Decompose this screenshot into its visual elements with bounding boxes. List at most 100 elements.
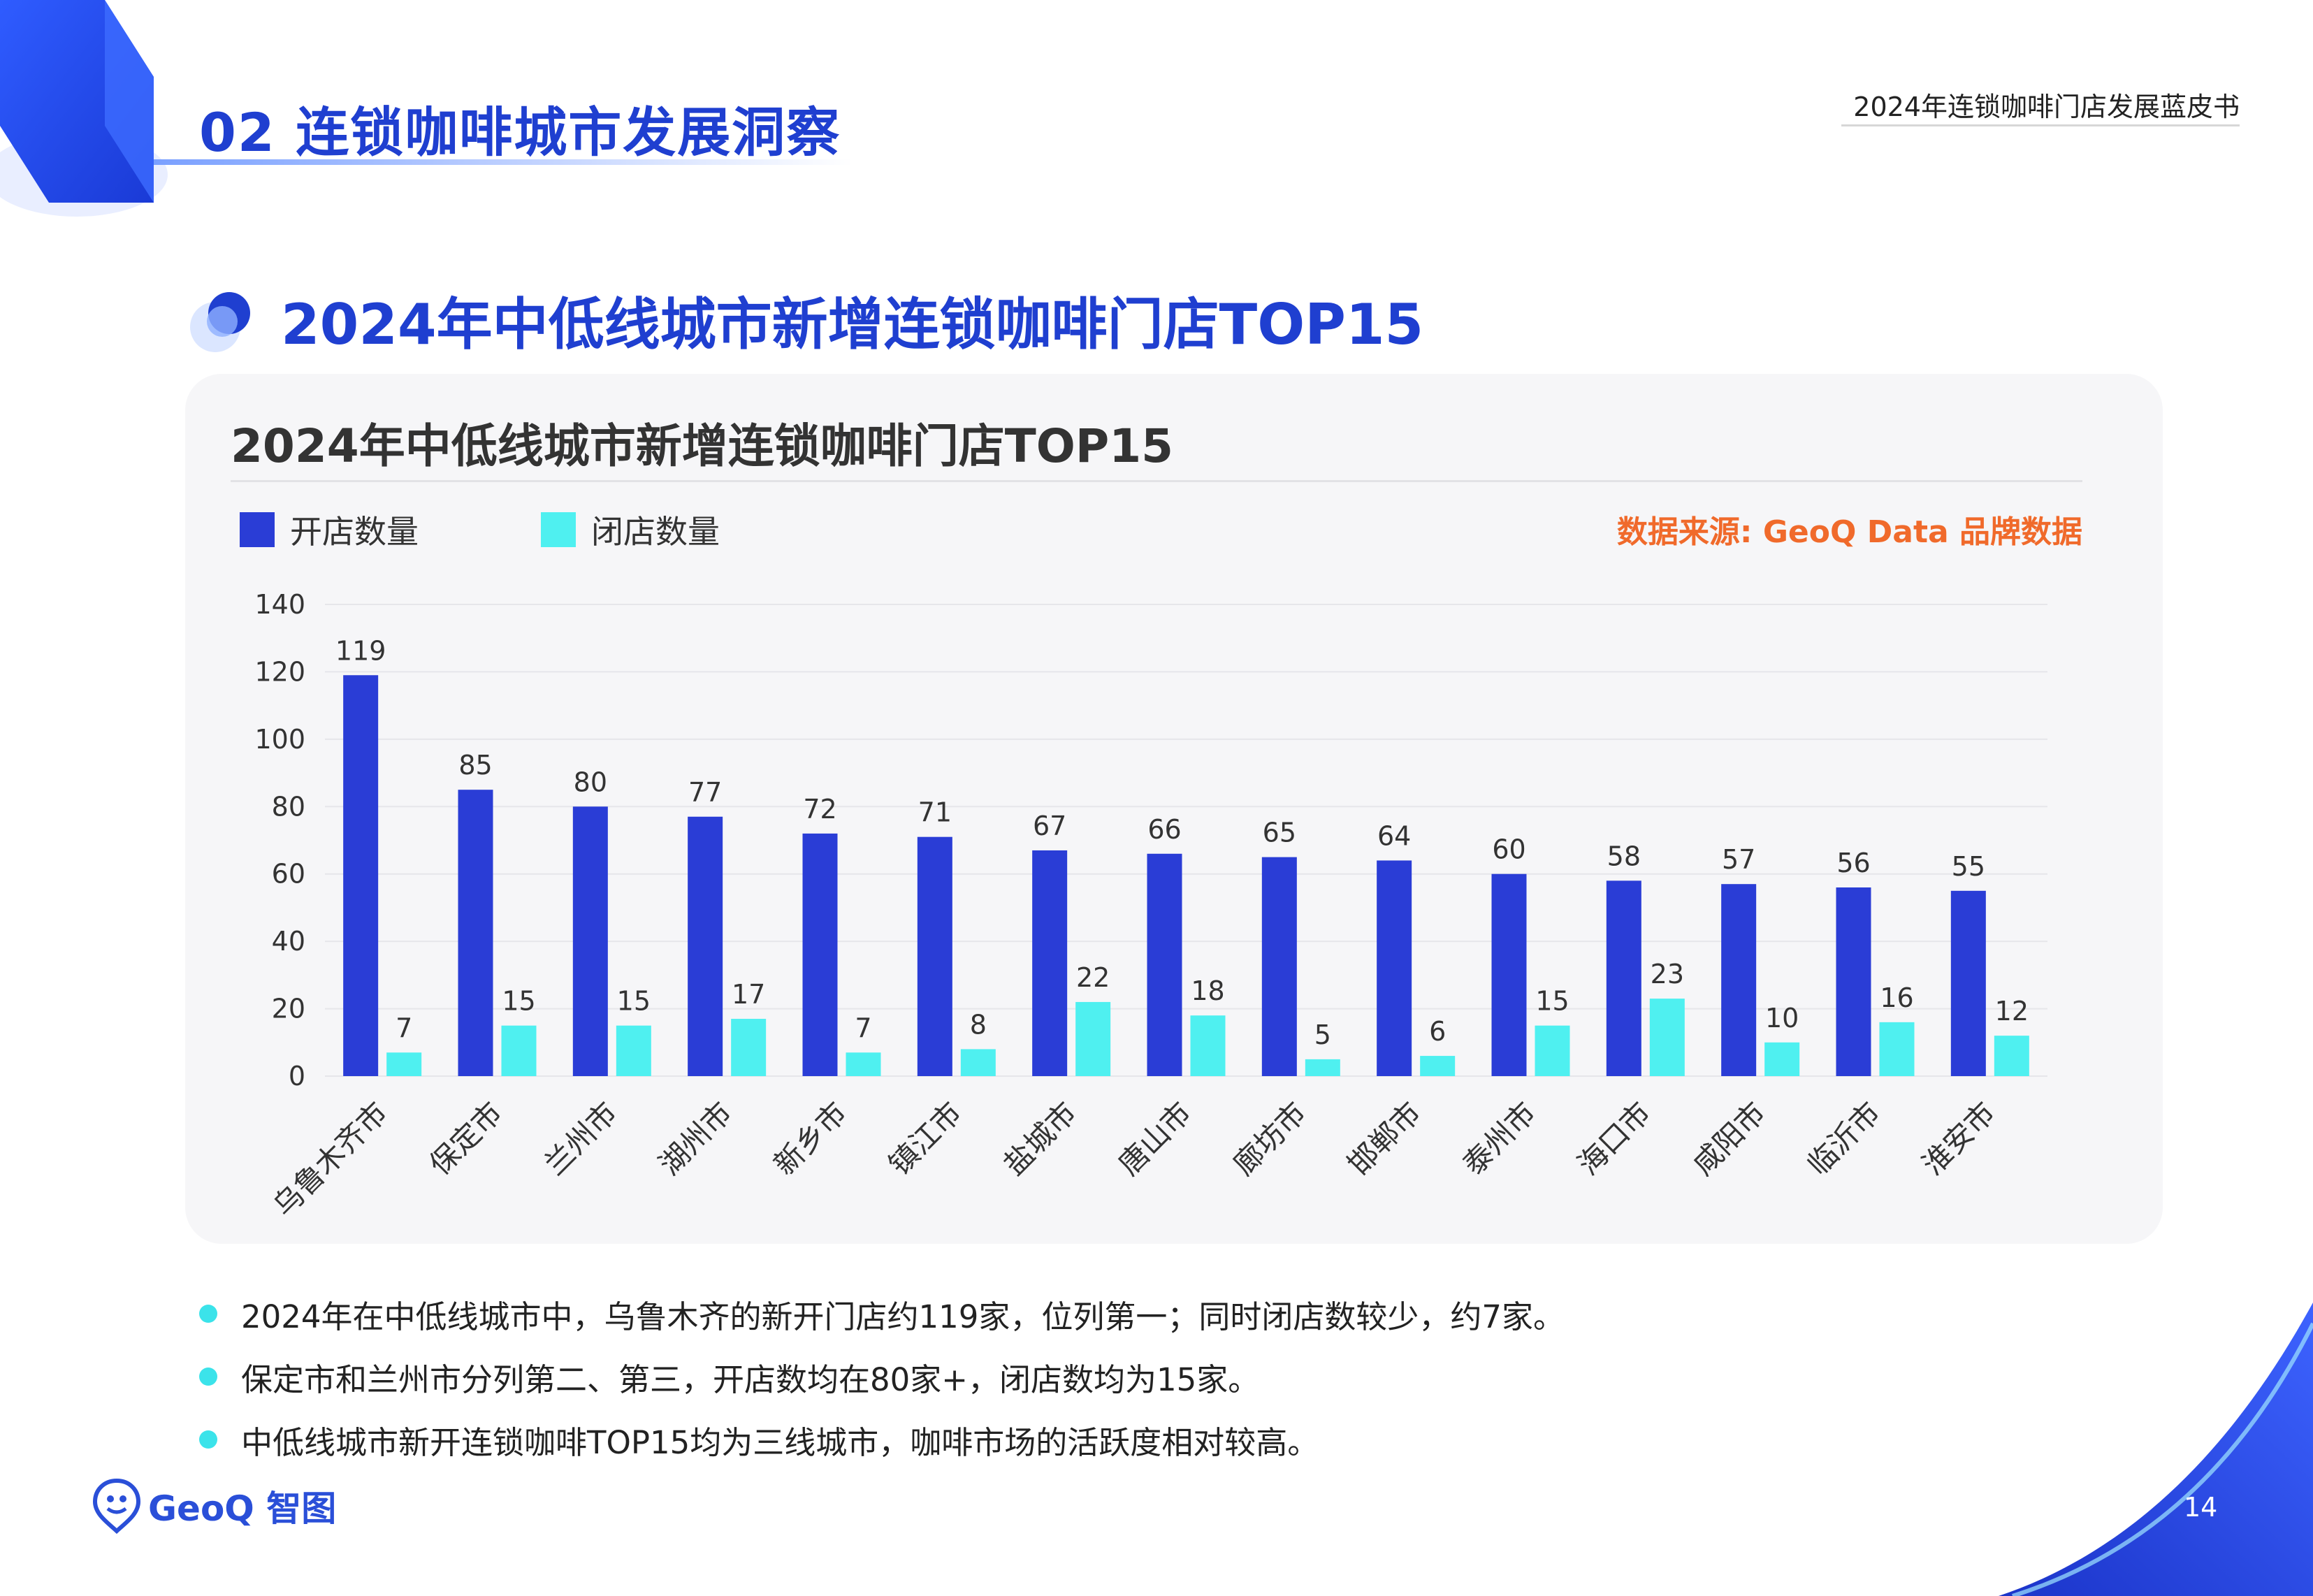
subtitle: 2024年中低线城市新增连锁咖啡门店TOP15 <box>281 292 1424 357</box>
bar-open <box>458 790 493 1076</box>
x-tick-label: 廊坊市 <box>1226 1095 1313 1182</box>
y-tick-label: 60 <box>272 859 305 890</box>
x-tick-label: 盐城市 <box>996 1095 1083 1182</box>
x-tick-label: 唐山市 <box>1112 1095 1198 1182</box>
bullet-dot-icon <box>199 1305 217 1323</box>
legend-label-close: 闭店数量 <box>591 513 720 551</box>
bar-close <box>1764 1042 1800 1076</box>
data-label-close: 16 <box>1880 982 1913 1013</box>
corner-swoosh-decoration <box>1999 1303 2313 1596</box>
x-tick-label: 保定市 <box>423 1095 509 1182</box>
data-label-close: 7 <box>396 1013 412 1043</box>
note-item: 2024年在中低线城市中，乌鲁木齐的新开门店约119家，位列第一；同时闭店数较少… <box>199 1282 1565 1345</box>
legend-swatch-open <box>240 512 275 547</box>
data-label-close: 5 <box>1314 1020 1331 1050</box>
y-tick-label: 120 <box>254 656 305 687</box>
data-label-open: 56 <box>1836 848 1870 878</box>
data-label-open: 72 <box>803 794 836 825</box>
bar-chart: 0204060801001201401197乌鲁木齐市8515保定市8015兰州… <box>254 589 2047 1224</box>
bar-close <box>960 1049 996 1076</box>
bar-open <box>1147 853 1182 1076</box>
bar-close <box>1535 1025 1570 1076</box>
chart-title-divider <box>231 480 2082 482</box>
bar-close <box>1420 1056 1456 1076</box>
data-label-open: 58 <box>1607 841 1641 871</box>
page-number: 14 <box>2184 1492 2218 1523</box>
x-tick-label: 临沂市 <box>1801 1095 1887 1182</box>
data-label-close: 8 <box>970 1009 987 1040</box>
chart-legend: 开店数量 闭店数量 <box>240 507 842 553</box>
data-label-open: 55 <box>1952 851 1985 882</box>
data-label-close: 7 <box>855 1013 871 1043</box>
x-tick-label: 淮安市 <box>1915 1095 2002 1182</box>
y-tick-label: 80 <box>272 791 305 822</box>
data-label-open: 77 <box>688 777 722 808</box>
data-label-close: 23 <box>1651 959 1684 989</box>
bar-close <box>1305 1059 1340 1076</box>
x-tick-label: 咸阳市 <box>1685 1095 1772 1182</box>
data-label-open: 80 <box>574 767 607 797</box>
legend-swatch-close <box>541 512 576 547</box>
note-text: 2024年在中低线城市中，乌鲁木齐的新开门店约119家，位列第一；同时闭店数较少… <box>241 1298 1565 1335</box>
bar-open <box>1491 873 1527 1076</box>
x-tick-label: 邯郸市 <box>1341 1095 1428 1182</box>
data-label-open: 65 <box>1263 818 1296 848</box>
bar-open <box>572 806 608 1076</box>
data-label-close: 15 <box>502 986 535 1017</box>
bar-open <box>1606 880 1641 1076</box>
chart-card: 2024年中低线城市新增连锁咖啡门店TOP15 开店数量 闭店数量 数据来源: … <box>185 374 2163 1244</box>
bar-close <box>1190 1015 1226 1076</box>
report-underline <box>1841 124 2240 126</box>
y-tick-label: 20 <box>272 994 305 1024</box>
legend-item-close: 闭店数量 <box>541 507 720 553</box>
note-text: 保定市和兰州市分列第二、第三，开店数均在80家+，闭店数均为15家。 <box>241 1361 1260 1398</box>
bar-open <box>688 816 723 1076</box>
bar-close <box>846 1052 881 1076</box>
bar-open <box>1377 860 1412 1076</box>
bar-close <box>731 1019 767 1076</box>
bar-open <box>917 836 952 1076</box>
bar-close <box>616 1025 651 1076</box>
bullet-dot-icon <box>199 1430 217 1449</box>
data-label-close: 15 <box>617 986 651 1017</box>
data-label-close: 22 <box>1076 962 1110 993</box>
bar-close <box>1879 1022 1915 1076</box>
bar-open <box>1032 850 1068 1076</box>
note-item: 保定市和兰州市分列第二、第三，开店数均在80家+，闭店数均为15家。 <box>199 1345 1565 1408</box>
report-name: 2024年连锁咖啡门店发展蓝皮书 <box>1853 92 2240 122</box>
x-tick-label: 镇江市 <box>882 1095 969 1182</box>
section-title: 02 连锁咖啡城市发展洞察 <box>199 101 841 164</box>
data-label-open: 85 <box>458 750 492 781</box>
geoq-logo: GeoQ 智图 <box>92 1478 336 1534</box>
corner-decoration <box>0 0 168 217</box>
x-tick-label: 泰州市 <box>1456 1095 1543 1182</box>
data-label-open: 64 <box>1377 820 1411 851</box>
legend-label-open: 开店数量 <box>290 513 419 551</box>
note-text: 中低线城市新开连锁咖啡TOP15均为三线城市，咖啡市场的活跃度相对较高。 <box>241 1423 1319 1461</box>
data-label-close: 10 <box>1765 1003 1799 1033</box>
logo-pin-icon <box>92 1478 141 1534</box>
bar-open <box>1261 857 1297 1076</box>
notes-list: 2024年在中低线城市中，乌鲁木齐的新开门店约119家，位列第一；同时闭店数较少… <box>199 1282 1565 1471</box>
bar-open <box>802 833 838 1076</box>
data-label-close: 12 <box>1995 996 2029 1026</box>
x-tick-label: 湖州市 <box>652 1095 739 1182</box>
bar-close <box>501 1025 537 1076</box>
bullet-dot-icon <box>199 1368 217 1386</box>
note-item: 中低线城市新开连锁咖啡TOP15均为三线城市，咖啡市场的活跃度相对较高。 <box>199 1408 1565 1471</box>
section-underline <box>154 159 853 165</box>
y-tick-label: 0 <box>289 1061 305 1091</box>
data-label-open: 60 <box>1492 834 1525 865</box>
y-tick-label: 40 <box>272 926 305 957</box>
x-tick-label: 海口市 <box>1571 1095 1658 1182</box>
bar-open <box>343 675 379 1076</box>
legend-item-open: 开店数量 <box>240 507 419 553</box>
subtitle-bullet-icon <box>190 292 250 352</box>
bar-open <box>1950 890 1986 1076</box>
data-label-open: 66 <box>1147 814 1181 845</box>
x-tick-label: 新乡市 <box>767 1095 854 1182</box>
data-label-open: 71 <box>918 797 952 828</box>
x-tick-label: 乌鲁木齐市 <box>266 1095 394 1223</box>
data-label-open: 119 <box>335 635 386 666</box>
